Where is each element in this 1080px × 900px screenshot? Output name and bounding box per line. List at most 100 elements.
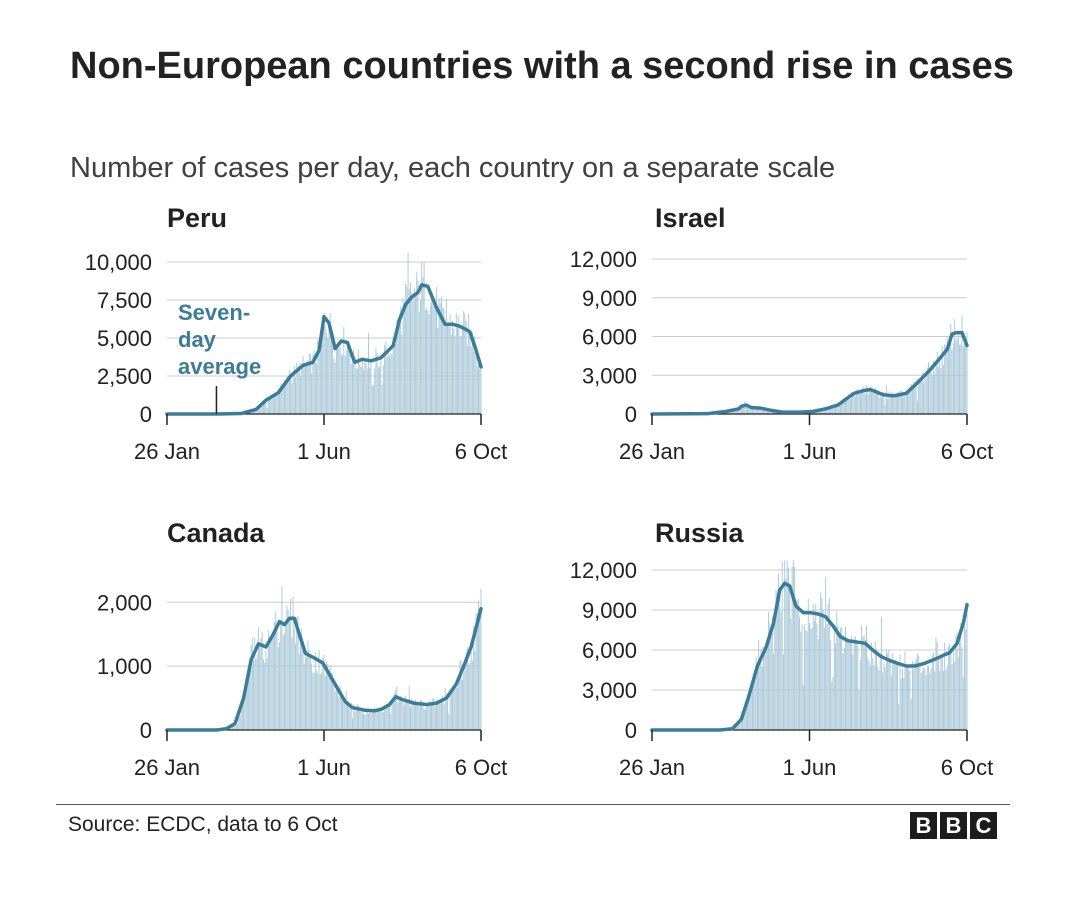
- daily-bar: [874, 641, 876, 730]
- daily-bar: [763, 409, 765, 414]
- daily-bar: [434, 308, 436, 414]
- y-tick-label: 9,000: [582, 286, 637, 311]
- daily-bar: [459, 659, 461, 730]
- daily-bar: [758, 407, 760, 414]
- daily-bar: [439, 699, 441, 730]
- daily-bar: [735, 724, 737, 730]
- daily-bar: [867, 393, 869, 414]
- daily-bar: [825, 409, 827, 414]
- daily-bar: [749, 406, 751, 414]
- daily-bar: [925, 375, 927, 414]
- daily-bar: [898, 392, 900, 414]
- daily-bar: [374, 368, 376, 414]
- daily-bar: [823, 627, 825, 730]
- daily-bar: [432, 296, 434, 414]
- daily-bar: [314, 652, 316, 730]
- daily-bar: [391, 354, 393, 414]
- daily-bar: [281, 386, 283, 414]
- daily-bar: [763, 646, 765, 730]
- daily-bar: [295, 377, 297, 414]
- daily-bar: [460, 335, 462, 414]
- daily-bar: [274, 398, 276, 414]
- daily-bar: [926, 367, 928, 414]
- daily-bar: [353, 349, 355, 414]
- daily-bar: [327, 664, 329, 730]
- daily-bar: [359, 364, 361, 414]
- daily-bar: [938, 367, 939, 414]
- daily-bar: [348, 705, 350, 730]
- daily-bar: [887, 398, 889, 414]
- daily-bar: [422, 704, 424, 730]
- daily-bar: [471, 331, 473, 414]
- daily-bar: [251, 410, 253, 414]
- y-tick-label: 2,000: [97, 590, 152, 615]
- daily-bar: [297, 366, 299, 414]
- daily-bar: [919, 666, 921, 730]
- daily-bar: [438, 298, 440, 414]
- daily-bar: [846, 398, 848, 414]
- daily-bar: [464, 661, 466, 730]
- daily-bar: [836, 611, 838, 730]
- daily-bar: [885, 649, 887, 730]
- daily-bar: [398, 314, 400, 414]
- daily-bar: [390, 714, 392, 730]
- daily-bar: [871, 389, 872, 414]
- daily-bar: [882, 673, 884, 730]
- daily-bar: [286, 376, 288, 414]
- daily-bar: [756, 667, 758, 730]
- daily-bar: [889, 391, 891, 414]
- x-tick-label: 6 Oct: [455, 439, 508, 464]
- bbc-logo: B B C: [910, 812, 997, 839]
- daily-bar: [364, 359, 366, 414]
- daily-bar: [291, 637, 293, 730]
- daily-bar: [366, 368, 368, 414]
- daily-bar: [308, 353, 310, 414]
- daily-bar: [433, 699, 435, 730]
- daily-bar: [384, 345, 386, 414]
- daily-bar: [952, 342, 954, 414]
- daily-bar: [365, 362, 367, 414]
- daily-bar: [304, 363, 306, 414]
- x-tick-label: 1 Jun: [297, 755, 351, 780]
- daily-bar: [301, 628, 303, 730]
- daily-bar: [297, 615, 299, 730]
- daily-bar: [769, 410, 771, 414]
- daily-bar: [821, 408, 823, 414]
- daily-bar: [277, 395, 279, 414]
- daily-bar: [476, 612, 478, 730]
- daily-bar: [479, 369, 481, 414]
- daily-bar: [905, 667, 907, 730]
- daily-bar: [935, 362, 937, 414]
- daily-bar: [323, 312, 325, 414]
- daily-bar: [739, 406, 741, 414]
- daily-bar: [334, 362, 336, 414]
- daily-bar: [823, 408, 825, 414]
- daily-bar: [429, 305, 431, 414]
- daily-bar: [344, 698, 346, 730]
- daily-bar: [817, 638, 819, 730]
- daily-bar: [264, 663, 266, 730]
- daily-bar: [810, 628, 812, 730]
- daily-bar: [935, 637, 937, 730]
- daily-bar: [342, 354, 343, 414]
- daily-bar: [443, 704, 445, 730]
- daily-bar: [936, 642, 938, 730]
- daily-bar: [335, 345, 337, 414]
- daily-bar: [903, 397, 905, 414]
- daily-bar: [915, 658, 917, 730]
- daily-bar: [419, 699, 421, 730]
- daily-bar: [328, 672, 330, 730]
- daily-bar: [883, 663, 885, 730]
- daily-bar: [295, 643, 297, 730]
- y-tick-label: 0: [625, 402, 637, 427]
- daily-bar: [322, 315, 324, 414]
- daily-bar: [455, 313, 457, 414]
- daily-bar: [359, 707, 361, 730]
- daily-bar: [371, 385, 373, 414]
- daily-bar: [458, 682, 460, 730]
- daily-bar: [392, 338, 394, 414]
- daily-bar: [878, 670, 880, 730]
- daily-bar: [903, 677, 905, 730]
- daily-bar: [351, 359, 353, 414]
- daily-bar: [838, 404, 840, 414]
